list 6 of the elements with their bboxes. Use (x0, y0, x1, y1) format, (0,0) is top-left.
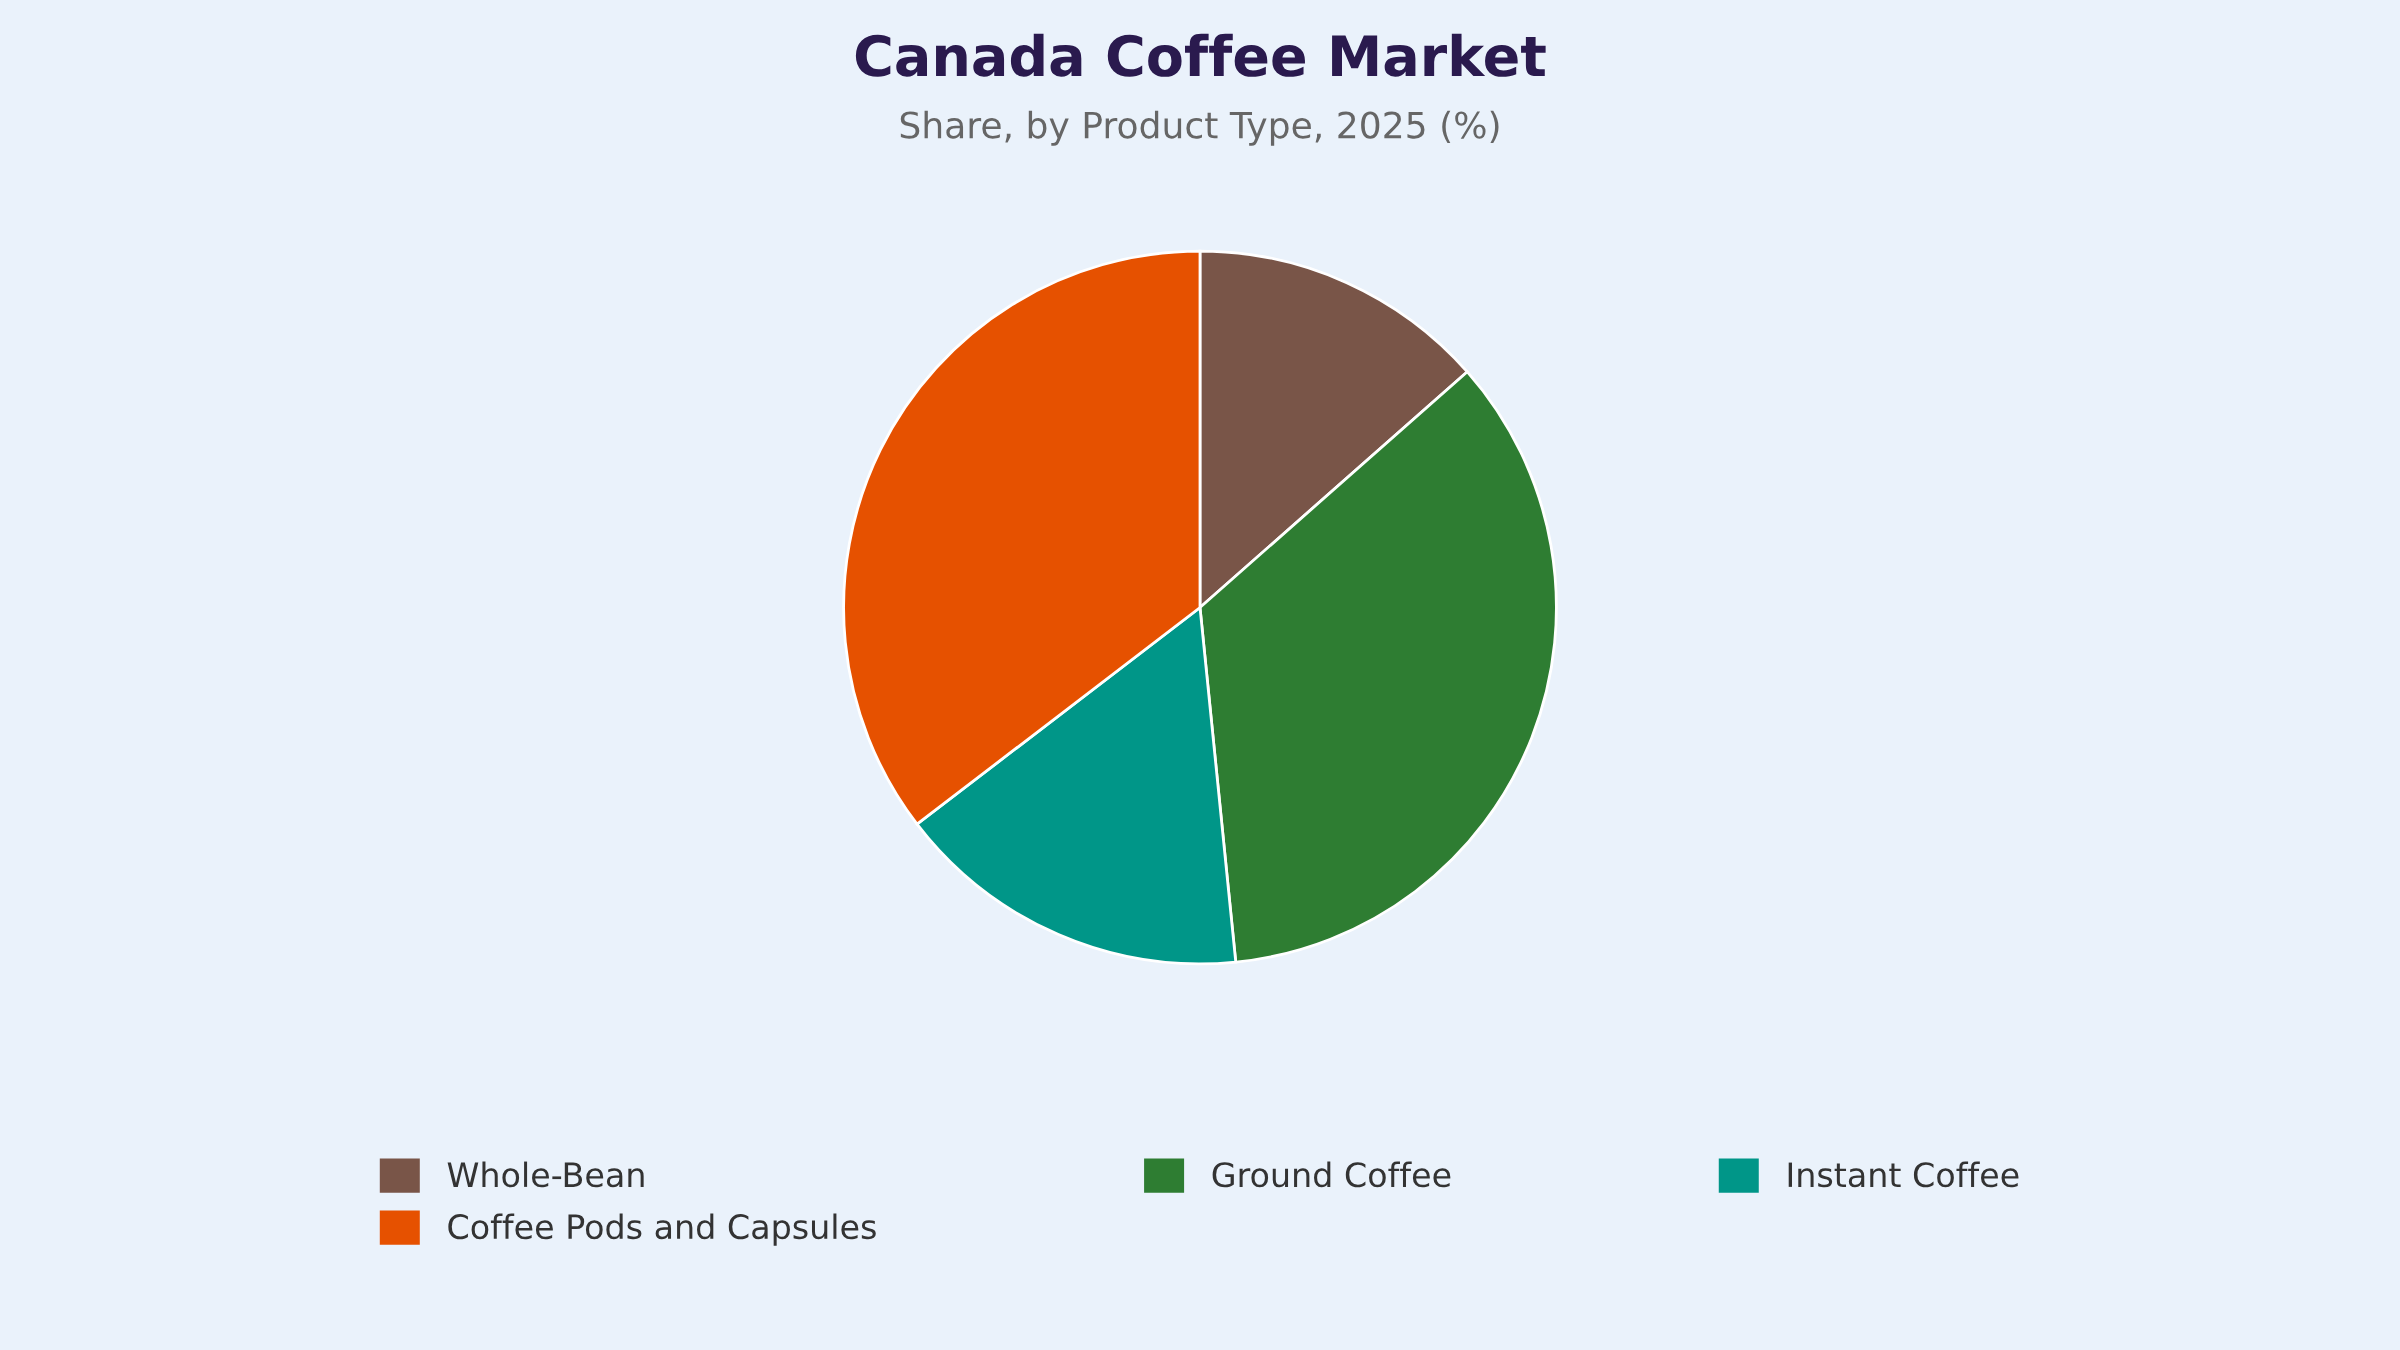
legend-label: Coffee Pods and Capsules (448, 1213, 876, 1246)
legend-label: Instant Coffee (1788, 1161, 2019, 1188)
legend-label: Ground Coffee (1212, 1161, 1451, 1188)
legend-label: Whole-Bean (447, 1161, 644, 1188)
chart-subtitle: Share, by Product Type, 2025 (%) (900, 110, 1499, 146)
chart-title: Canada Coffee Market (855, 33, 1546, 77)
